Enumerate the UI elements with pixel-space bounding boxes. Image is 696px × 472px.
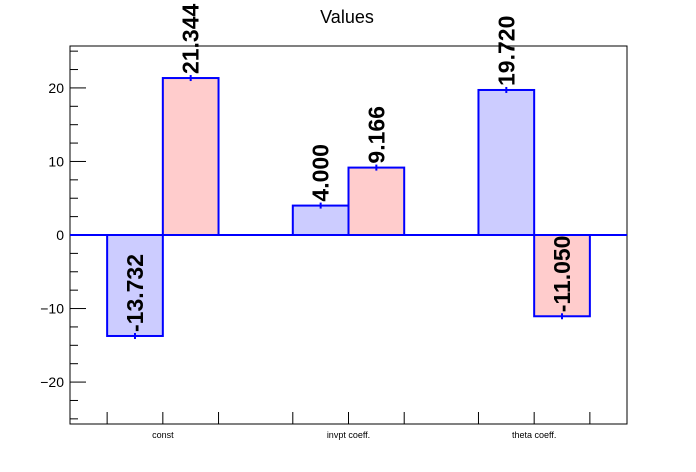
chart-title: Values [320, 7, 374, 27]
category-label: invpt coeff. [327, 430, 370, 440]
bar [477, 88, 536, 236]
y-tick-label: 20 [48, 80, 64, 96]
y-tick-label: −10 [40, 301, 64, 317]
data-label: 19.720 [493, 16, 519, 86]
bar [291, 204, 350, 237]
bar [161, 77, 220, 236]
bar [347, 166, 406, 236]
data-label: 4.000 [308, 144, 334, 202]
y-tick-label: 10 [48, 153, 64, 169]
y-tick-label: −20 [40, 374, 64, 390]
bar [106, 234, 164, 337]
y-tick-label: 0 [56, 227, 64, 243]
data-label: -13.732 [122, 254, 148, 332]
data-label: -11.050 [549, 236, 575, 313]
data-label: 21.344 [178, 3, 204, 74]
data-label: 9.166 [363, 106, 389, 164]
category-label: const [152, 430, 174, 440]
category-label: theta coeff. [512, 430, 556, 440]
